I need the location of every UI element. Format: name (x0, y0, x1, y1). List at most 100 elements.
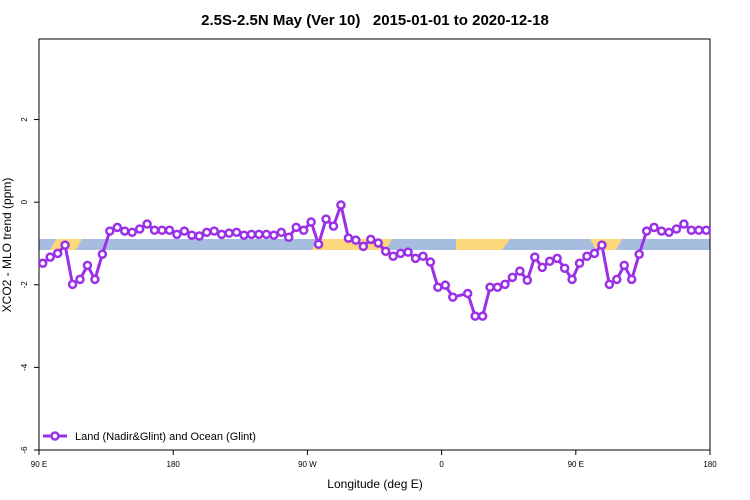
data-point (492, 282, 503, 293)
x-tick-label: 0 (439, 460, 444, 469)
legend-marker (50, 431, 60, 441)
data-point (90, 274, 100, 285)
data-point (544, 256, 555, 266)
data-point (37, 258, 48, 269)
data-point (351, 235, 361, 245)
data-point (507, 272, 518, 283)
data-point (634, 249, 644, 259)
data-point (45, 252, 55, 262)
data-point (261, 229, 272, 240)
y-tick-label: 0 (20, 199, 29, 204)
data-point (366, 234, 376, 245)
data-point (284, 232, 294, 243)
data-point (612, 274, 622, 285)
data-point (552, 253, 562, 264)
data-point (500, 279, 510, 290)
plot-frame (38, 38, 711, 451)
data-point (410, 253, 421, 264)
data-point (75, 274, 85, 285)
data-point (224, 228, 234, 238)
data-point (134, 224, 145, 234)
data-point (448, 292, 458, 302)
data-point (60, 240, 70, 250)
data-point (82, 260, 93, 271)
data-point (679, 219, 689, 229)
data-point (231, 227, 242, 238)
data-point (522, 275, 533, 285)
data-point (119, 226, 130, 236)
y-tick-label: -6 (20, 446, 29, 454)
data-point (440, 280, 451, 290)
data-point (477, 311, 488, 321)
data-point (343, 233, 354, 243)
data-point (179, 226, 190, 236)
x-axis-label: Longitude (deg E) (327, 477, 422, 491)
data-point (582, 251, 592, 262)
data-point (656, 226, 667, 236)
data-point (194, 231, 205, 241)
y-tick-label: -2 (20, 281, 29, 289)
data-point (701, 225, 712, 235)
data-point (52, 248, 63, 259)
x-tick-label: 180 (167, 460, 181, 469)
data-point (641, 226, 652, 236)
data-point (328, 221, 339, 231)
data-point (172, 229, 182, 240)
y-tick-label: 2 (20, 117, 29, 122)
data-point (276, 227, 287, 238)
land-band (456, 239, 510, 250)
data-point (671, 224, 682, 234)
data-point (112, 222, 123, 233)
data-point (127, 227, 137, 238)
data-point (433, 282, 443, 293)
x-tick-label: 90 E (31, 460, 47, 469)
data-point (388, 251, 398, 262)
data-point (395, 248, 406, 259)
x-tick-label: 90 E (568, 460, 584, 469)
data-point (604, 279, 615, 290)
data-point (425, 257, 436, 267)
data-point (202, 227, 212, 238)
data-point (298, 225, 309, 235)
y-tick-label: -4 (20, 363, 29, 371)
x-tick-label: 180 (703, 460, 717, 469)
data-point (559, 263, 570, 274)
data-point (694, 225, 704, 235)
data-point (686, 225, 697, 235)
data-point (380, 246, 391, 257)
data-point (664, 227, 674, 238)
data-point (462, 288, 473, 299)
data-point (530, 252, 540, 262)
data-point (649, 222, 659, 233)
data-point (67, 279, 78, 290)
data-point (619, 260, 630, 271)
data-point (373, 238, 383, 248)
data-point (470, 311, 480, 321)
data-point (358, 241, 369, 252)
data-point (515, 266, 525, 276)
data-point (597, 240, 607, 250)
data-point (142, 219, 152, 229)
legend: Land (Nadir&Glint) and Ocean (Glint) (43, 431, 256, 443)
data-point (149, 225, 160, 235)
data-point (164, 225, 175, 235)
data-point (187, 230, 197, 240)
data-point (157, 225, 167, 235)
data-point (403, 247, 413, 257)
y-axis-label: XCO2 - MLO trend (ppm) (0, 178, 14, 313)
data-point (336, 200, 346, 210)
data-point (313, 239, 324, 250)
data-point (246, 229, 257, 240)
data-point (321, 214, 331, 224)
data-point (626, 274, 637, 285)
data-point (485, 282, 495, 293)
data-point (291, 222, 301, 233)
data-point (239, 230, 249, 240)
data-point (216, 229, 227, 240)
data-point (254, 229, 264, 240)
data-point (269, 230, 279, 240)
data-point (306, 217, 316, 227)
data-point (105, 226, 115, 236)
data-point (97, 249, 108, 259)
data-point (418, 251, 428, 262)
